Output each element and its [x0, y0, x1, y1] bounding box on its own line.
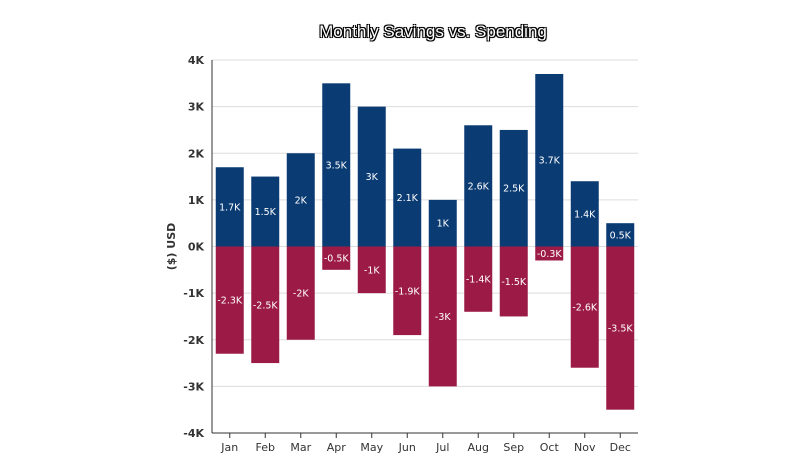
spending-bar-may [357, 246, 386, 294]
bars [215, 73, 635, 410]
spending-label-oct: -0.3K [537, 249, 563, 260]
spending-bar-jul [428, 246, 457, 387]
savings-bar-jul [428, 199, 457, 247]
x-tick-label: Apr [327, 441, 347, 454]
savings-label-sep: 2.5K [503, 184, 525, 195]
savings-label-apr: 3.5K [326, 160, 348, 171]
spending-label-mar: -2K [293, 289, 309, 300]
savings-bar-oct [535, 73, 564, 247]
y-axis-title: ($) USD [165, 223, 178, 271]
x-tick-label: Jul [435, 441, 449, 454]
y-tick-label: 0K [188, 241, 205, 254]
spending-label-jun: -1.9K [395, 286, 421, 297]
y-tick-label: -3K [183, 380, 204, 393]
savings-label-nov: 1.4K [574, 209, 596, 220]
savings-bar-sep [499, 129, 528, 247]
spending-bar-aug [464, 246, 493, 312]
chart-title: Monthly Savings vs. Spending [319, 22, 547, 41]
spending-label-apr: -0.5K [324, 254, 350, 265]
y-tick-label: 2K [188, 147, 205, 160]
y-tick-label: 3K [188, 101, 205, 114]
axes: 4K 3K 2K 1K 0K -1K -2K -3K -4K Jan Feb Mar Apr May Jun… [183, 54, 638, 454]
spending-bar-oct [535, 246, 564, 261]
spending-label-feb: -2.5K [253, 300, 279, 311]
x-tick-label: Jun [398, 441, 416, 454]
savings-label-mar: 2K [295, 195, 308, 206]
savings-bar-aug [464, 125, 493, 247]
x-tick-label: Feb [256, 441, 275, 454]
x-tick-label: May [360, 441, 383, 454]
savings-bar-mar [286, 153, 315, 247]
spending-bar-mar [286, 246, 315, 340]
x-tick-label: Sep [503, 441, 524, 454]
y-tick-label: -1K [183, 287, 204, 300]
x-tick-label: Nov [574, 441, 596, 454]
savings-label-feb: 1.5K [255, 207, 277, 218]
savings-label-jan: 1.7K [219, 202, 241, 213]
savings-bar-dec [606, 223, 635, 247]
savings-bar-feb [251, 176, 280, 247]
savings-label-jul: 1K [437, 219, 450, 230]
savings-bar-may [357, 106, 386, 247]
spending-bar-nov [570, 246, 599, 368]
x-tick-label: Dec [610, 441, 631, 454]
spending-bar-jan [215, 246, 244, 354]
y-tick-label: 4K [188, 54, 205, 67]
savings-label-may: 3K [366, 172, 379, 183]
spending-label-sep: -1.5K [501, 277, 527, 288]
spending-label-may: -1K [364, 265, 380, 276]
x-tick-label: Oct [540, 441, 560, 454]
savings-label-oct: 3.7K [539, 156, 561, 167]
y-tick-label: -4K [183, 427, 204, 440]
savings-bar-jan [215, 167, 244, 247]
savings-bar-apr [322, 83, 351, 247]
savings-bar-jun [393, 148, 422, 247]
x-tick-label: Mar [290, 441, 311, 454]
data-labels: 1.7K 1.5K 2K 3.5K 3K 2.1K 1K 2.6K 2.5K 3.7K 1.4K 0.… [217, 156, 633, 335]
spending-label-nov: -2.6K [572, 303, 598, 314]
x-tick-label: Jan [220, 441, 238, 454]
spending-bar-dec [606, 246, 635, 410]
y-tick-label: -2K [183, 334, 204, 347]
spending-label-aug: -1.4K [466, 275, 492, 286]
spending-label-jan: -2.3K [217, 296, 243, 307]
savings-label-jun: 2.1K [397, 193, 419, 204]
savings-label-aug: 2.6K [468, 181, 490, 192]
savings-label-dec: 0.5K [610, 230, 632, 241]
spending-bar-jun [393, 246, 422, 336]
spending-bar-sep [499, 246, 528, 317]
spending-bar-feb [251, 246, 280, 364]
spending-label-dec: -3.5K [608, 324, 634, 335]
x-tick-label: Aug [468, 441, 489, 454]
savings-bar-nov [570, 181, 599, 247]
y-tick-label: 1K [188, 194, 205, 207]
spending-bar-apr [322, 246, 351, 270]
spending-label-jul: -3K [435, 312, 451, 323]
